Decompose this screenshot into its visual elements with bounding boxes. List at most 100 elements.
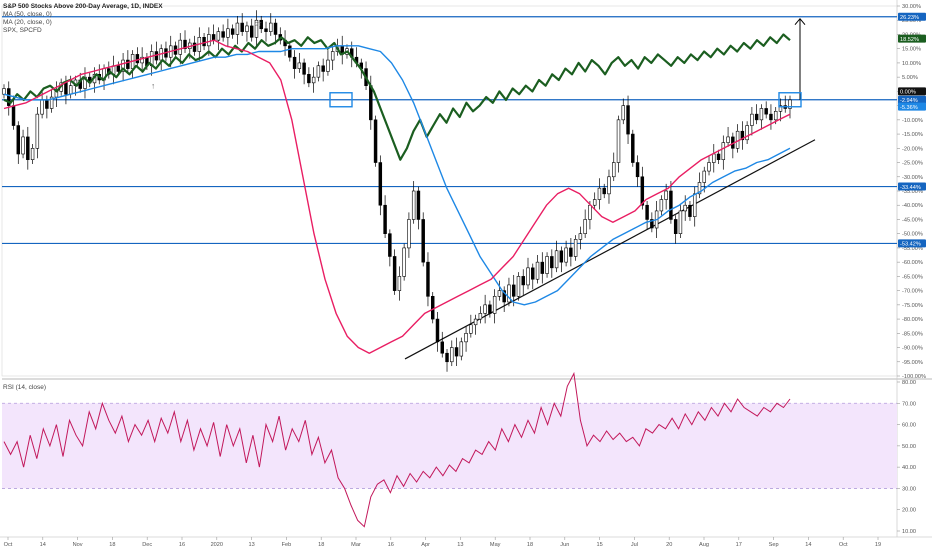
candle-body — [588, 204, 592, 220]
rsi-tick-label: 50.00 — [902, 444, 916, 450]
candle-body — [478, 313, 483, 320]
candle-body — [445, 352, 449, 363]
candle-body — [526, 267, 530, 286]
candle-body — [459, 341, 464, 357]
rsi-tick-label: 20.00 — [902, 508, 916, 514]
candle-body — [402, 247, 406, 277]
candle-body — [554, 250, 559, 269]
candle-body — [49, 96, 54, 109]
candle-body — [640, 176, 645, 206]
candle-body — [311, 76, 316, 84]
candle-body — [631, 133, 635, 163]
candle-body — [230, 28, 235, 35]
candle-body — [321, 65, 325, 72]
y-tick-label: -45.00% — [902, 217, 923, 223]
y-tick-label: -95.00% — [902, 360, 923, 366]
y-tick-label: -50.00% — [902, 232, 923, 238]
candle-body — [764, 108, 768, 115]
y-tick-label: -55.00% — [902, 246, 923, 252]
ma20-line — [3, 39, 791, 354]
value-label-bg — [898, 34, 926, 43]
y-tick-label: 5.00% — [902, 75, 918, 81]
candle-body — [516, 276, 521, 297]
small-marker: GT — [255, 22, 262, 28]
x-tick-label: 13 — [248, 542, 254, 548]
candle-body — [545, 256, 549, 274]
rsi-tick-label: 30.00 — [902, 486, 916, 492]
value-label-bg — [898, 102, 926, 111]
ma50-line — [3, 45, 791, 306]
y-tick-label: 25.00% — [902, 18, 921, 24]
y-tick-label: -65.00% — [902, 274, 923, 280]
x-tick-label: Oct — [4, 542, 13, 548]
candle-body — [245, 25, 249, 32]
candle-body — [616, 119, 621, 163]
level-label: -33.44% — [900, 185, 921, 191]
candle-body — [30, 148, 35, 160]
rsi-tick-label: 10.00 — [902, 529, 916, 535]
y-tick-label: -40.00% — [902, 203, 923, 209]
x-tick-label: Mar — [351, 542, 361, 548]
candle-body — [726, 136, 730, 143]
x-tick-label: 20 — [666, 542, 672, 548]
x-tick-label: Dec — [142, 542, 152, 548]
candle-body — [673, 219, 678, 234]
x-tick-label: Jul — [631, 542, 638, 548]
candle-body — [435, 318, 440, 343]
small-up-arrow-marker: ↑ — [151, 82, 155, 91]
candle-body — [578, 233, 583, 240]
value-label: 18.52% — [900, 37, 919, 43]
candle-body — [7, 88, 11, 106]
candle-body — [35, 113, 40, 149]
x-tick-label: 18 — [527, 542, 533, 548]
candle-body — [140, 56, 144, 64]
main-legend: S&P 500 Stocks Above 200-Day Average, 1D… — [3, 3, 163, 35]
candle-body — [383, 204, 387, 234]
x-tick-label: 16 — [388, 542, 394, 548]
y-tick-label: 15.00% — [902, 47, 921, 53]
candle-body — [531, 267, 535, 280]
candle-body — [116, 65, 121, 72]
candle-body — [488, 304, 492, 314]
rsi-line — [3, 371, 791, 528]
candle-body — [264, 28, 268, 32]
candle-body — [754, 113, 759, 121]
candle-body — [183, 39, 187, 49]
candle-body — [692, 193, 697, 217]
breakout-box — [778, 92, 802, 108]
candle-body — [564, 247, 568, 263]
candle-body — [216, 31, 221, 41]
candle-body — [392, 256, 397, 291]
candle-body — [121, 59, 125, 72]
candle-body — [316, 65, 321, 78]
x-tick-label: 16 — [179, 542, 185, 548]
candle-body — [269, 22, 273, 32]
x-tick-label: 2020 — [211, 542, 223, 548]
x-tick-label: Apr — [421, 542, 430, 548]
candle-body — [411, 190, 416, 220]
candle-body — [697, 182, 702, 195]
y-tick-label: -70.00% — [902, 289, 923, 295]
spx-line — [3, 33, 791, 161]
candle-body — [597, 187, 602, 200]
candle-body — [135, 54, 140, 64]
candle-body — [126, 59, 130, 69]
candle-body — [483, 304, 487, 314]
candle-body — [40, 99, 44, 115]
candle-body — [464, 333, 468, 343]
candle-body — [492, 296, 497, 314]
legend-ma50: MA (50, close, 0) — [3, 11, 52, 18]
candle-body — [254, 19, 259, 38]
candle-body — [178, 39, 182, 55]
candle-body — [569, 247, 573, 257]
candle-body — [550, 256, 554, 269]
candle-body — [778, 105, 783, 112]
candle-body — [750, 113, 754, 126]
candle-body — [330, 51, 335, 61]
y-tick-label: -90.00% — [902, 346, 923, 352]
rsi-tick-label: 60.00 — [902, 423, 916, 429]
candle-body — [430, 296, 435, 320]
candle-body — [688, 204, 692, 217]
candle-body — [326, 59, 330, 72]
